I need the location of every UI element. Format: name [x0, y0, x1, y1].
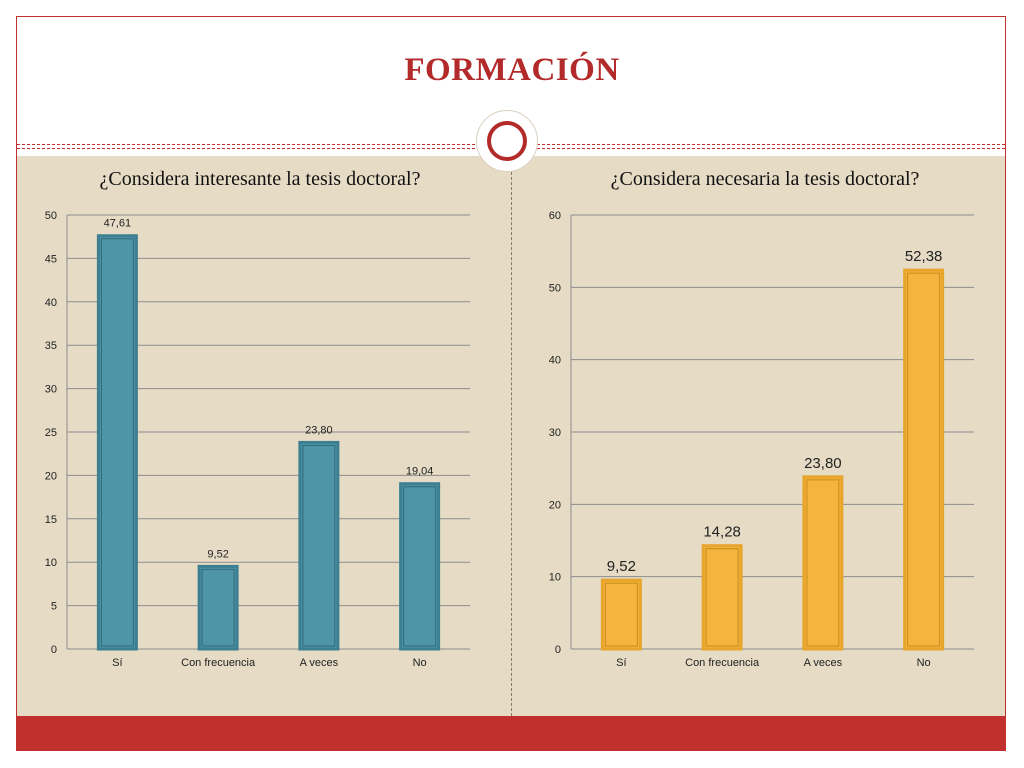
y-tick-label: 45 [45, 253, 57, 265]
bar-outline [403, 486, 437, 647]
bar-outline [302, 444, 336, 647]
chart-divider [511, 172, 512, 716]
bar [96, 234, 138, 651]
bar [701, 544, 743, 651]
y-tick-label: 5 [51, 601, 57, 613]
data-label: 47,61 [104, 218, 132, 230]
x-tick-label: Con frecuencia [685, 657, 760, 669]
data-label: 23,80 [305, 424, 333, 436]
data-label: 19,04 [406, 466, 434, 478]
footer-bar [17, 716, 1005, 750]
y-tick-label: 0 [555, 644, 561, 656]
bar [802, 475, 844, 651]
x-tick-label: No [917, 657, 931, 669]
chart-title-right: ¿Considera necesaria la tesis doctoral? [610, 168, 920, 190]
chart-necessary: 0 10 20 30 40 50 60 9,52 Sí 14,28 Con frecuencia 23… [549, 210, 974, 669]
slide-title: FORMACIÓN [404, 52, 620, 88]
y-tick-label: 40 [45, 297, 57, 309]
bar-outline [806, 479, 840, 647]
bar-outline [907, 272, 941, 647]
bar [298, 440, 340, 651]
x-tick-label: No [413, 657, 427, 669]
x-tick-label: Con frecuencia [181, 657, 256, 669]
bar [399, 482, 441, 651]
y-tick-label: 50 [549, 282, 561, 294]
y-tick-label: 40 [549, 355, 561, 367]
data-label: 9,52 [207, 548, 228, 560]
y-tick-label: 25 [45, 427, 57, 439]
data-label: 9,52 [607, 558, 636, 575]
ornament-ring [487, 121, 527, 161]
y-tick-label: 60 [549, 210, 561, 222]
bar [903, 268, 945, 651]
y-tick-label: 0 [51, 644, 57, 656]
bar-outline [201, 568, 235, 647]
data-label: 52,38 [905, 248, 943, 265]
y-tick-label: 20 [549, 499, 561, 511]
x-tick-label: A veces [804, 657, 843, 669]
data-label: 23,80 [804, 455, 842, 472]
y-tick-label: 35 [45, 340, 57, 352]
x-tick-label: Sí [112, 657, 122, 669]
y-tick-label: 20 [45, 470, 57, 482]
x-tick-label: A veces [300, 657, 339, 669]
y-tick-label: 30 [45, 384, 57, 396]
y-tick-label: 10 [45, 557, 57, 569]
y-tick-label: 15 [45, 514, 57, 526]
data-label: 14,28 [703, 524, 741, 541]
bar-outline [604, 582, 638, 647]
bar-outline [100, 238, 134, 647]
y-tick-label: 50 [45, 210, 57, 222]
y-tick-label: 10 [549, 572, 561, 584]
bar [600, 578, 642, 651]
chart-interesting: 0 5 10 15 20 25 30 35 40 45 50 47,61 Sí 9,52 Con frecu… [45, 210, 470, 669]
x-tick-label: Sí [616, 657, 626, 669]
bar [197, 564, 239, 651]
bar-outline [705, 548, 739, 647]
y-tick-label: 30 [549, 427, 561, 439]
chart-title-left: ¿Considera interesante la tesis doctoral… [99, 168, 421, 190]
